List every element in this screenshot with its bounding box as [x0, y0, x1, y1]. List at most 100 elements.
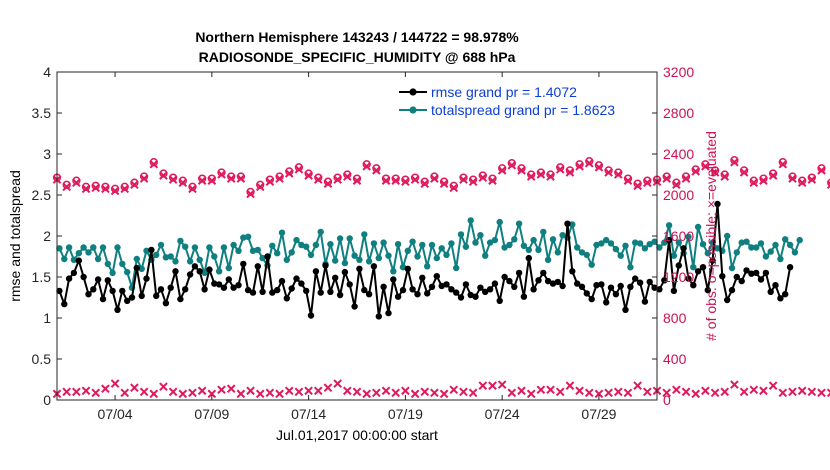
rmse-point	[704, 286, 711, 294]
totalspread-point	[133, 255, 140, 263]
legend-spread-marker	[409, 106, 417, 114]
rmse-point	[772, 282, 779, 289]
totalspread-point	[796, 236, 803, 244]
obs-bottom-marker	[681, 387, 691, 397]
rmse-point	[549, 280, 557, 287]
left-y-axis-ticks: 0 0.5 1 1.5 2 2.5 3 3.5 4	[32, 64, 62, 408]
obs-evaluated-marker	[507, 160, 517, 170]
rmse-point	[656, 286, 663, 293]
obs-bottom-marker	[526, 389, 536, 399]
obs-bottom-marker	[517, 386, 526, 396]
obs-evaluated-marker	[613, 170, 623, 179]
obs-evaluated-marker	[81, 184, 91, 194]
obs-bottom-marker	[236, 389, 246, 399]
obs-bottom-marker	[217, 385, 226, 395]
obs-bottom-marker	[120, 388, 130, 398]
rmse-point	[632, 275, 639, 282]
right-y-tick-label: 1600	[663, 228, 694, 244]
rmse-point	[128, 294, 136, 301]
rmse-point	[94, 276, 102, 283]
totalspread-point	[244, 233, 252, 240]
obs-evaluated-marker	[352, 176, 362, 185]
totalspread-point	[80, 244, 87, 251]
rmse-point	[685, 275, 692, 282]
obs-evaluated-marker	[226, 174, 236, 183]
totalspread-point	[515, 220, 523, 227]
obs-series	[52, 156, 830, 199]
totalspread-point	[56, 245, 63, 252]
obs-bottom-marker	[672, 385, 681, 395]
totalspread-point	[477, 232, 484, 239]
totalspread-point	[511, 236, 518, 243]
rmse-point	[109, 287, 116, 295]
totalspread-point	[617, 252, 624, 259]
rmse-point	[617, 282, 624, 290]
obs-evaluated-marker	[478, 173, 488, 182]
obs-bottom-marker	[313, 386, 323, 396]
obs-bottom-marker	[333, 379, 342, 388]
obs-evaluated-marker	[188, 184, 197, 194]
legend-rmse-marker	[409, 88, 417, 96]
obs-evaluated-marker	[730, 157, 739, 167]
obs-bottom-marker	[323, 383, 333, 393]
obs-bottom-marker	[807, 387, 817, 397]
obs-evaluated-marker	[139, 174, 149, 183]
obs-bottom-marker	[72, 387, 81, 397]
obs-evaluated-marker	[391, 176, 401, 185]
rmse-point	[491, 280, 499, 287]
obs-bottom-marker	[381, 386, 391, 396]
obs-evaluated-marker	[410, 175, 420, 184]
obs-evaluated-marker	[197, 176, 207, 185]
obs-bottom-marker	[546, 385, 555, 395]
totalspread-point	[641, 245, 649, 252]
rmse-point	[75, 257, 83, 264]
rmse-point	[564, 220, 571, 227]
rmse-point	[486, 286, 494, 293]
totalspread-point	[380, 239, 387, 246]
rmse-point	[283, 295, 290, 302]
obs-bottom-marker	[507, 388, 517, 398]
totalspread-point	[288, 249, 295, 256]
rmse-point	[177, 295, 184, 303]
totalspread-point	[457, 231, 465, 238]
obs-evaluated-marker	[236, 174, 246, 183]
rmse-point	[288, 285, 295, 292]
totalspread-point	[70, 256, 78, 263]
rmse-point	[738, 277, 745, 285]
obs-evaluated-marker	[672, 180, 681, 190]
rmse-point	[535, 277, 542, 284]
rmse-point	[728, 286, 736, 294]
legend: rmse grand pr = 1.4072 totalspread grand…	[396, 80, 619, 120]
obs-bottom-marker	[420, 387, 430, 397]
right-y-tick-label: 1200	[663, 269, 694, 285]
rmse-point	[694, 268, 702, 275]
obs-evaluated-marker	[681, 174, 691, 183]
rmse-point	[588, 295, 595, 303]
totalspread-line	[58, 219, 801, 289]
totalspread-point	[312, 241, 320, 249]
obs-evaluated-marker	[807, 175, 817, 184]
totalspread-point	[704, 250, 711, 257]
obs-bottom-marker	[391, 388, 401, 398]
rmse-point	[211, 280, 218, 287]
totalspread-point	[409, 238, 416, 245]
obs-evaluated-marker	[333, 175, 342, 184]
totalspread-point	[685, 233, 692, 240]
obs-bottom-marker	[788, 387, 797, 397]
rmse-point	[675, 262, 682, 269]
rmse-point	[520, 293, 528, 300]
totalspread-point	[782, 236, 789, 243]
obs-evaluated-marker	[488, 176, 497, 185]
rmse-point	[501, 273, 508, 281]
rmse-point	[428, 283, 436, 290]
totalspread-point	[438, 245, 445, 252]
plot-area	[57, 72, 657, 400]
obs-bottom-marker	[497, 380, 507, 389]
rmse-point	[143, 275, 150, 282]
chart-title-line2: RADIOSONDE_SPECIFIC_HUMIDITY @ 688 hPa	[199, 49, 516, 65]
obs-bottom-marker	[255, 389, 265, 399]
obs-bottom-marker	[613, 387, 623, 397]
rmse-point	[259, 288, 266, 295]
obs-evaluated-marker	[178, 178, 188, 188]
totalspread-point	[544, 256, 552, 263]
